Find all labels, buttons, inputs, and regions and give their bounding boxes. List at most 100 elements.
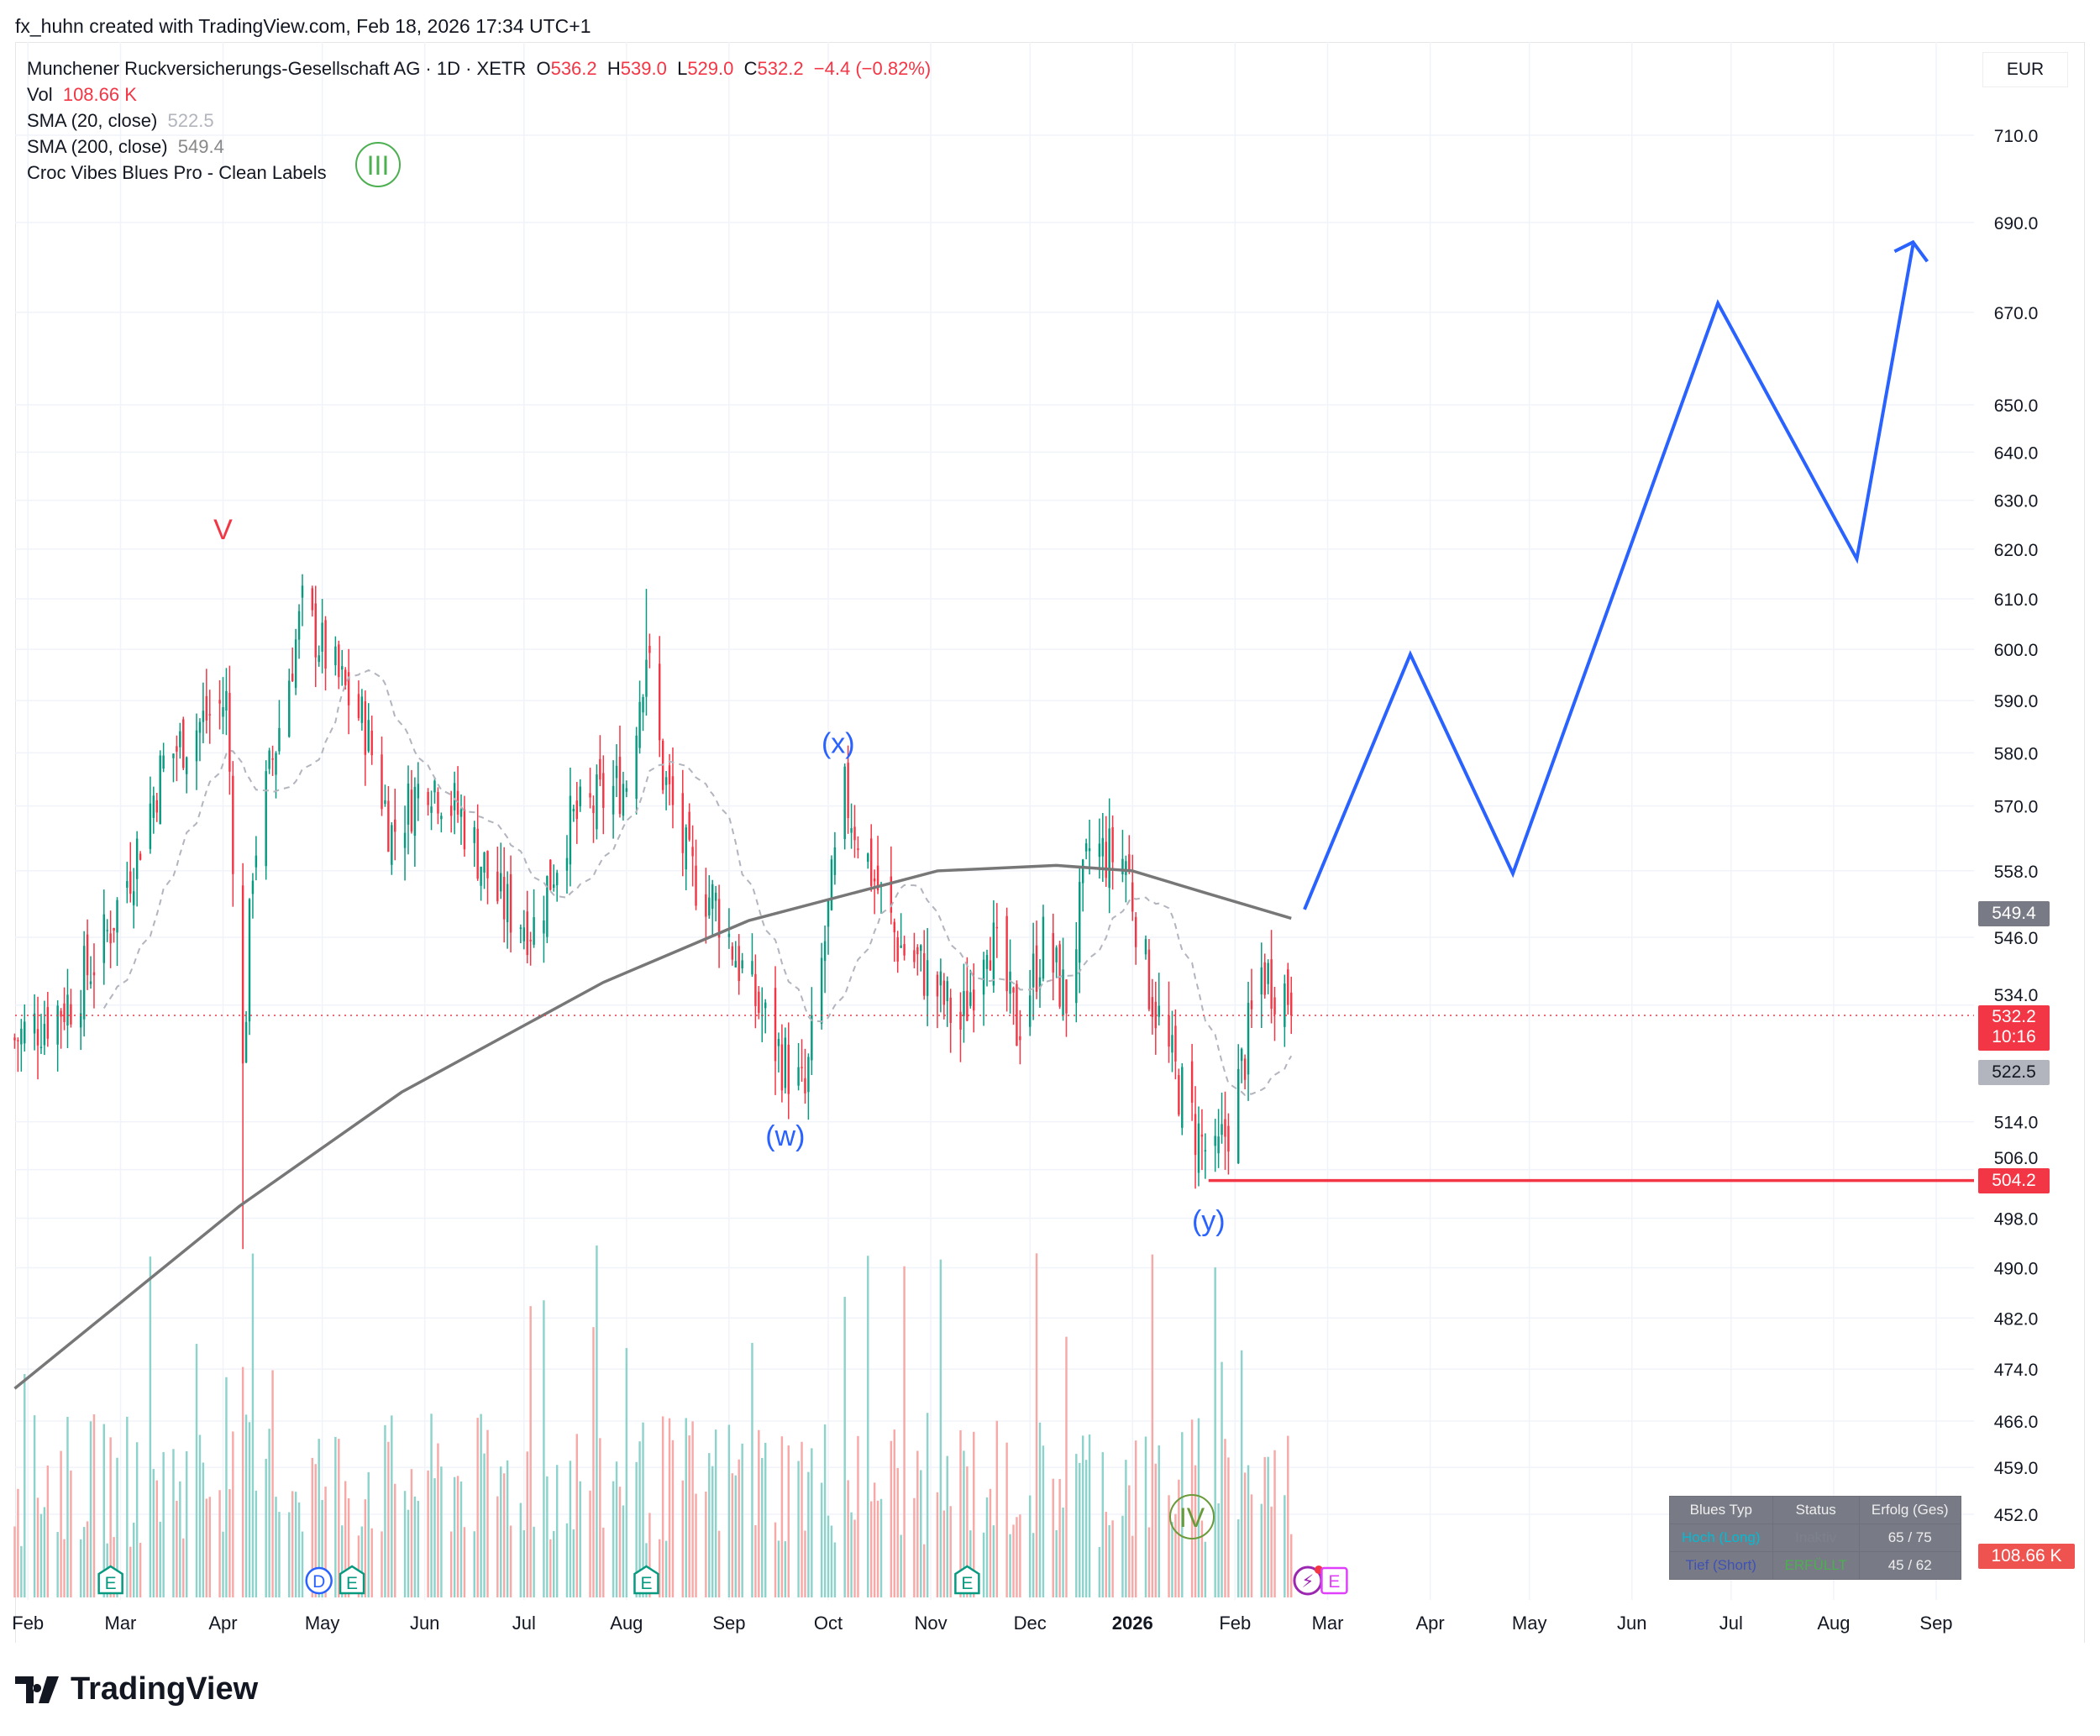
volume-bar: [1062, 1507, 1064, 1597]
candle-body: [265, 771, 267, 867]
candle-body: [179, 731, 181, 747]
candle-body: [850, 828, 853, 833]
candle-body: [506, 884, 509, 923]
candle-body: [394, 819, 396, 832]
x-tick-label: Jul: [1719, 1613, 1743, 1634]
candle-body: [1062, 969, 1064, 1016]
candle-body: [734, 961, 737, 968]
volume-bar: [109, 1437, 112, 1597]
candle-body: [1263, 962, 1266, 995]
candle-body: [820, 957, 823, 1024]
candle-body: [553, 884, 555, 889]
candle-body: [1134, 916, 1137, 947]
candle-body: [139, 853, 142, 860]
candle-body: [751, 961, 753, 975]
candle-body: [1194, 1114, 1197, 1156]
volume-bar: [347, 1497, 350, 1597]
candle-body: [685, 827, 687, 870]
volume-bar: [1204, 1541, 1207, 1597]
volume-bar: [688, 1435, 690, 1597]
legend-volume-row[interactable]: Vol 108.66 K: [27, 81, 931, 108]
volume-bar: [255, 1490, 258, 1597]
volume-bar: [1221, 1361, 1223, 1597]
earnings-badge-label: E: [105, 1574, 117, 1593]
close-label: C: [743, 58, 758, 79]
volume-bar: [248, 1422, 251, 1597]
candle-body: [780, 1044, 784, 1091]
volume-bar: [251, 1253, 255, 1597]
candle-body: [126, 881, 129, 888]
candle-body: [1147, 949, 1151, 1010]
volume-bar: [777, 1540, 780, 1597]
volume-bar: [671, 1440, 675, 1597]
volume-bar: [533, 1526, 535, 1597]
volume-bar: [291, 1491, 294, 1597]
wave-circle-icon: [1169, 1494, 1215, 1539]
candle-body: [244, 1021, 248, 1063]
header-success: Erfolg (Ges): [1858, 1496, 1961, 1524]
vol-value: 108.66 K: [62, 84, 137, 105]
candle-body: [483, 852, 486, 873]
sma200-price-label: 549.4: [1978, 901, 2050, 926]
wave-label: V: [213, 514, 233, 546]
candle-body: [294, 639, 297, 689]
volume-bar: [314, 1464, 317, 1597]
tradingview-logo[interactable]: TradingView: [15, 1671, 258, 1707]
candle-body: [985, 954, 989, 969]
volume-bar: [1121, 1515, 1124, 1597]
volume-bar: [625, 1348, 628, 1597]
volume-bar: [208, 1497, 211, 1597]
candle-body: [1016, 983, 1018, 1046]
wave-label: (x): [822, 727, 855, 759]
y-tick-label: 534.0: [1994, 986, 2039, 1005]
legend-sma20-row[interactable]: SMA (20, close) 522.5: [27, 108, 931, 134]
candle-body: [645, 659, 648, 697]
volume-bar: [1111, 1520, 1114, 1597]
volume-bar: [876, 1500, 879, 1597]
candle-body: [185, 757, 188, 774]
candle-body: [903, 944, 906, 956]
volume-bar: [734, 1475, 737, 1597]
volume-bar: [1154, 1463, 1158, 1597]
volume-bar: [496, 1496, 499, 1597]
volume-bar: [1237, 1519, 1240, 1597]
candle-body: [113, 927, 115, 931]
x-tick-label: Feb: [1219, 1613, 1251, 1634]
candle-body: [43, 1024, 46, 1046]
legend-sma200-row[interactable]: SMA (200, close) 549.4: [27, 134, 931, 160]
volume-bar: [102, 1424, 105, 1597]
volume-bar: [565, 1523, 569, 1597]
volume-bar: [774, 1522, 777, 1597]
volume-bar: [833, 1542, 837, 1597]
candle-body: [738, 946, 740, 982]
candle-body: [135, 838, 139, 879]
volume-bar: [338, 1439, 340, 1597]
legend-symbol-row[interactable]: Munchener Ruckversicherungs-Gesellschaft…: [27, 55, 931, 81]
volume-bar: [271, 1370, 274, 1597]
volume-bar: [387, 1441, 390, 1597]
volume-bar: [341, 1525, 344, 1597]
candle-body: [1052, 933, 1054, 973]
header-type: Blues Typ: [1669, 1496, 1773, 1524]
volume-bar: [801, 1441, 803, 1597]
volume-bar: [149, 1256, 152, 1597]
volume-bar: [973, 1431, 975, 1597]
volume-bar: [618, 1487, 622, 1597]
volume-bar: [427, 1470, 429, 1597]
candle-body: [920, 945, 922, 952]
candle-body: [381, 754, 383, 810]
last-price: 532.2: [1992, 1007, 2036, 1026]
y-tick-label: 466.0: [1994, 1413, 2039, 1432]
candle-body: [288, 680, 291, 737]
candle-body: [1055, 947, 1058, 962]
candle-body: [449, 805, 453, 816]
volume-bar: [913, 1497, 916, 1597]
legend-indicator-row[interactable]: Croc Vibes Blues Pro - Clean Labels: [27, 160, 931, 186]
candle-body: [754, 973, 757, 1006]
currency-button[interactable]: EUR: [1982, 52, 2068, 87]
x-tick-label: May: [305, 1613, 340, 1634]
volume-bar: [1101, 1452, 1105, 1597]
volume-bar: [1052, 1478, 1054, 1597]
volume-bar: [569, 1461, 572, 1597]
